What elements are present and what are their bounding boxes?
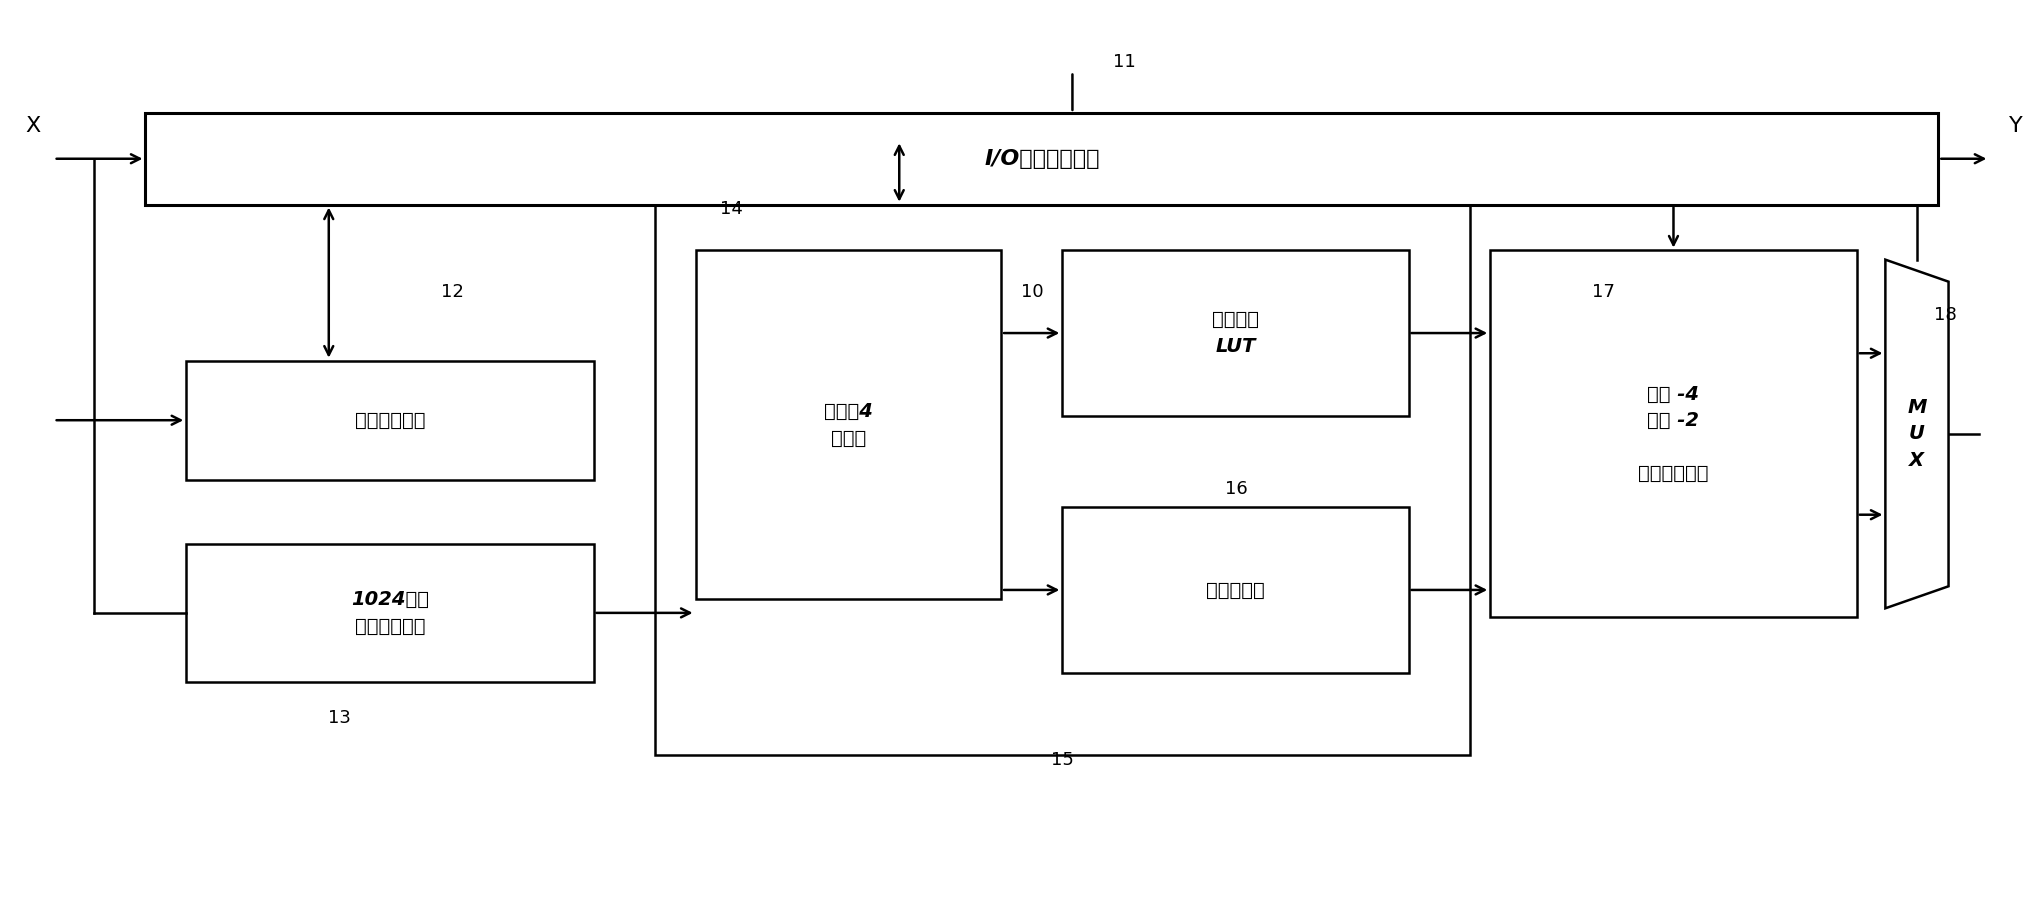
- Text: 基数－4
蝶化器: 基数－4 蝶化器: [823, 402, 872, 448]
- Text: 13: 13: [327, 710, 351, 727]
- Text: Y: Y: [2008, 115, 2023, 136]
- Text: 15: 15: [1050, 750, 1075, 769]
- Bar: [186, 361, 595, 480]
- Text: 1024－字
双端口存储器: 1024－字 双端口存储器: [351, 590, 429, 636]
- Text: 17: 17: [1591, 282, 1614, 301]
- Bar: [695, 250, 1001, 599]
- Text: 11: 11: [1113, 54, 1136, 71]
- Bar: [186, 544, 595, 682]
- Text: 存储器控制器: 存储器控制器: [355, 411, 425, 430]
- Text: M
U
X: M U X: [1908, 398, 1927, 470]
- Text: X: X: [27, 115, 41, 136]
- Text: 12: 12: [441, 282, 464, 301]
- Bar: [1062, 250, 1408, 415]
- Text: 复数乘法器: 复数乘法器: [1205, 581, 1265, 599]
- Text: I/O接口和控制器: I/O接口和控制器: [985, 149, 1099, 169]
- Text: 10: 10: [1022, 282, 1044, 301]
- Text: 16: 16: [1226, 480, 1248, 498]
- Polygon shape: [1886, 259, 1949, 608]
- Text: 18: 18: [1935, 306, 1957, 324]
- Text: 14: 14: [719, 200, 744, 218]
- Bar: [654, 140, 1469, 755]
- Text: 基数 -4
基数 -2

选择性蝶化器: 基数 -4 基数 -2 选择性蝶化器: [1638, 385, 1708, 484]
- Text: 旋转因子
LUT: 旋转因子 LUT: [1211, 310, 1258, 355]
- Bar: [1489, 250, 1857, 617]
- Bar: [145, 113, 1939, 205]
- Bar: [1062, 508, 1408, 673]
